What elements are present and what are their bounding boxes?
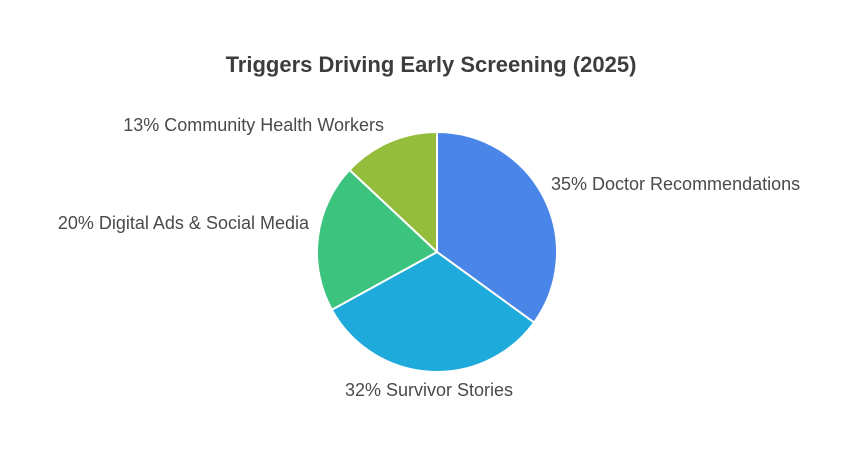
slice-label-doctor-recommendations: 35% Doctor Recommendations <box>551 174 800 194</box>
chart-title: Triggers Driving Early Screening (2025) <box>225 52 637 77</box>
pie-slice-survivor-stories <box>330 251 536 373</box>
pie-slice-community-health-workers <box>348 131 438 253</box>
slice-label-community-health-workers: 13% Community Health Workers <box>123 115 384 135</box>
pie-slice-doctor-recommendations <box>436 131 558 324</box>
slice-label-survivor-stories: 32% Survivor Stories <box>345 380 513 400</box>
slice-label-digital-ads-social-media: 20% Digital Ads & Social Media <box>58 213 310 233</box>
pie-slice-digital-ads-social-media <box>316 168 438 311</box>
